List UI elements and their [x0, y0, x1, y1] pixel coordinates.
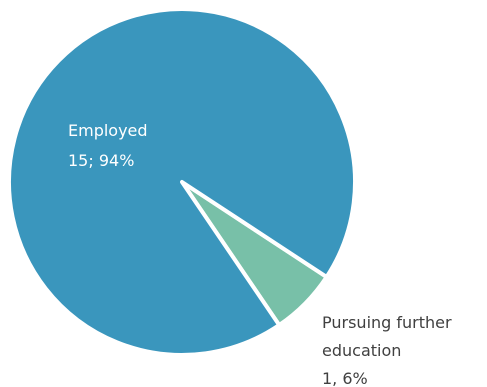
data-label-further-education-name-line1: Pursuing further [322, 313, 452, 332]
pie-slices [7, 6, 357, 357]
data-label-employed-value: 15; 94% [68, 151, 134, 170]
pie-slice-employed [7, 6, 357, 357]
data-label-employed-name: Employed [68, 121, 148, 140]
data-label-further-education-name-line2: education [322, 341, 401, 360]
data-label-further-education-value: 1, 6% [322, 369, 368, 387]
